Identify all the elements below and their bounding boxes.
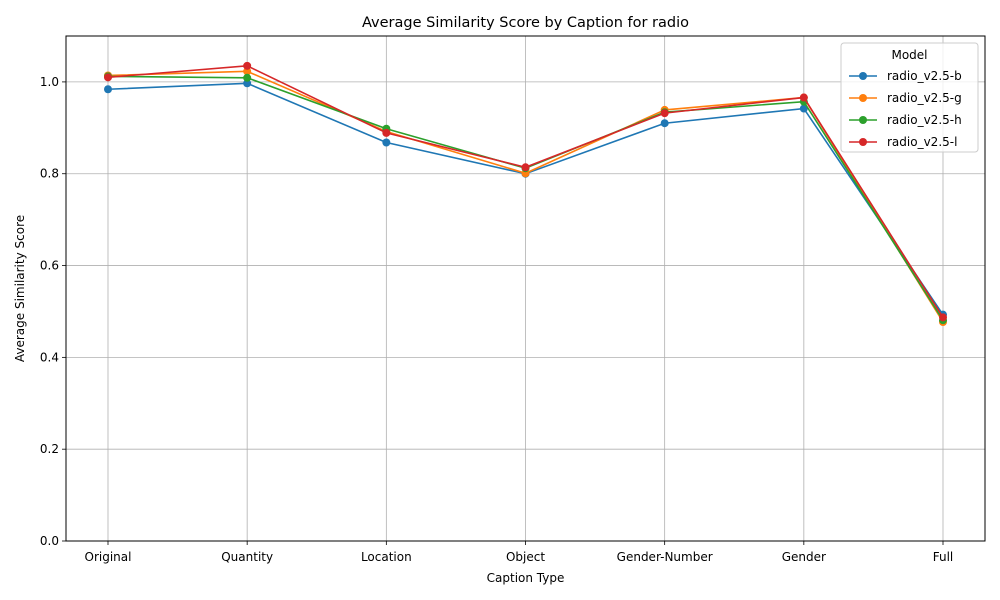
y-tick-label: 0.2 <box>40 442 59 456</box>
legend-title: Model <box>891 48 927 62</box>
y-tick-label: 0.8 <box>40 167 59 181</box>
y-tick-label: 1.0 <box>40 75 59 89</box>
data-point <box>104 73 112 82</box>
y-tick-label: 0.4 <box>40 350 59 364</box>
data-point <box>243 73 252 82</box>
data-point <box>243 67 252 76</box>
x-tick-label: Object <box>506 550 545 564</box>
data-point <box>660 119 669 128</box>
data-point <box>521 163 530 172</box>
data-point <box>382 138 391 147</box>
chart-title: Average Similarity Score by Caption for … <box>362 15 689 31</box>
data-point <box>243 79 252 88</box>
x-tick-label: Location <box>361 550 412 564</box>
data-point <box>799 93 808 102</box>
x-tick-label: Gender <box>782 550 826 564</box>
legend-label: radio_v2.5-b <box>887 69 962 83</box>
legend-box <box>840 42 979 153</box>
y-tick-label: 0.6 <box>40 259 59 273</box>
data-point <box>243 61 252 70</box>
data-point <box>799 104 808 113</box>
legend-label: radio_v2.5-h <box>887 113 962 127</box>
legend-label: radio_v2.5-l <box>887 135 957 149</box>
y-axis: 0.0 0.2 0.4 0.6 0.8 1.0 <box>40 75 66 548</box>
legend-marker <box>859 72 867 80</box>
legend: Model radio_v2.5-b radio_v2.5-g radio_v2.5… <box>840 42 979 153</box>
legend-marker <box>859 138 867 146</box>
x-tick-label: Quantity <box>221 550 273 564</box>
y-axis-title: Average Similarity Score <box>13 215 27 362</box>
data-point <box>104 85 112 94</box>
x-tick-label: Gender-Number <box>617 550 713 564</box>
legend-label: radio_v2.5-g <box>887 91 962 105</box>
data-point <box>939 313 947 322</box>
x-axis-title: Caption Type <box>487 571 565 585</box>
x-tick-label: Full <box>933 550 954 564</box>
y-tick-label: 0.0 <box>40 534 59 548</box>
legend-marker <box>859 116 867 124</box>
data-point <box>382 128 391 137</box>
series-lines <box>104 61 947 327</box>
legend-marker <box>859 94 867 102</box>
x-axis: Original Quantity Location Object Gender-Num… <box>85 541 954 564</box>
data-point <box>660 109 669 118</box>
x-tick-label: Original <box>85 550 132 564</box>
